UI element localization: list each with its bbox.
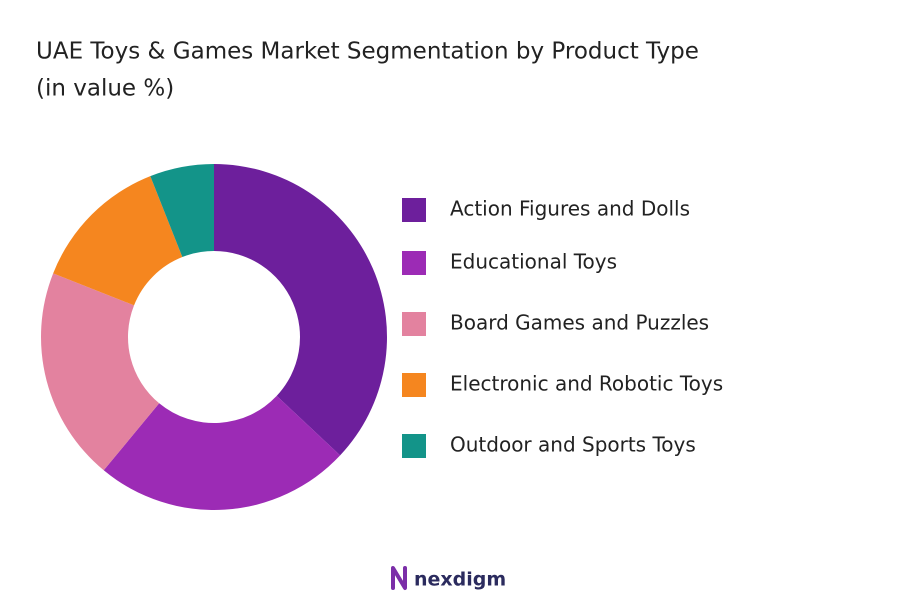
legend-swatch: [402, 434, 426, 458]
chart-title: UAE Toys & Games Market Segmentation by …: [36, 39, 699, 65]
legend-label: Educational Toys: [450, 250, 617, 274]
legend-label: Outdoor and Sports Toys: [450, 433, 696, 457]
legend-swatch: [402, 373, 426, 397]
slice: [41, 273, 160, 471]
legend-label: Action Figures and Dolls: [450, 197, 690, 221]
slice: [150, 164, 214, 258]
logo: nexdigm: [414, 569, 506, 591]
legend-label: Board Games and Puzzles: [450, 311, 709, 335]
chart-subtitle: (in value %): [36, 76, 174, 102]
legend-label: Electronic and Robotic Toys: [450, 372, 723, 396]
slice: [53, 176, 183, 306]
logo-icon: [391, 566, 407, 590]
legend-swatch: [402, 251, 426, 275]
slice: [103, 395, 341, 510]
slice: [214, 164, 387, 456]
legend-swatch: [402, 198, 426, 222]
legend-swatch: [402, 312, 426, 336]
